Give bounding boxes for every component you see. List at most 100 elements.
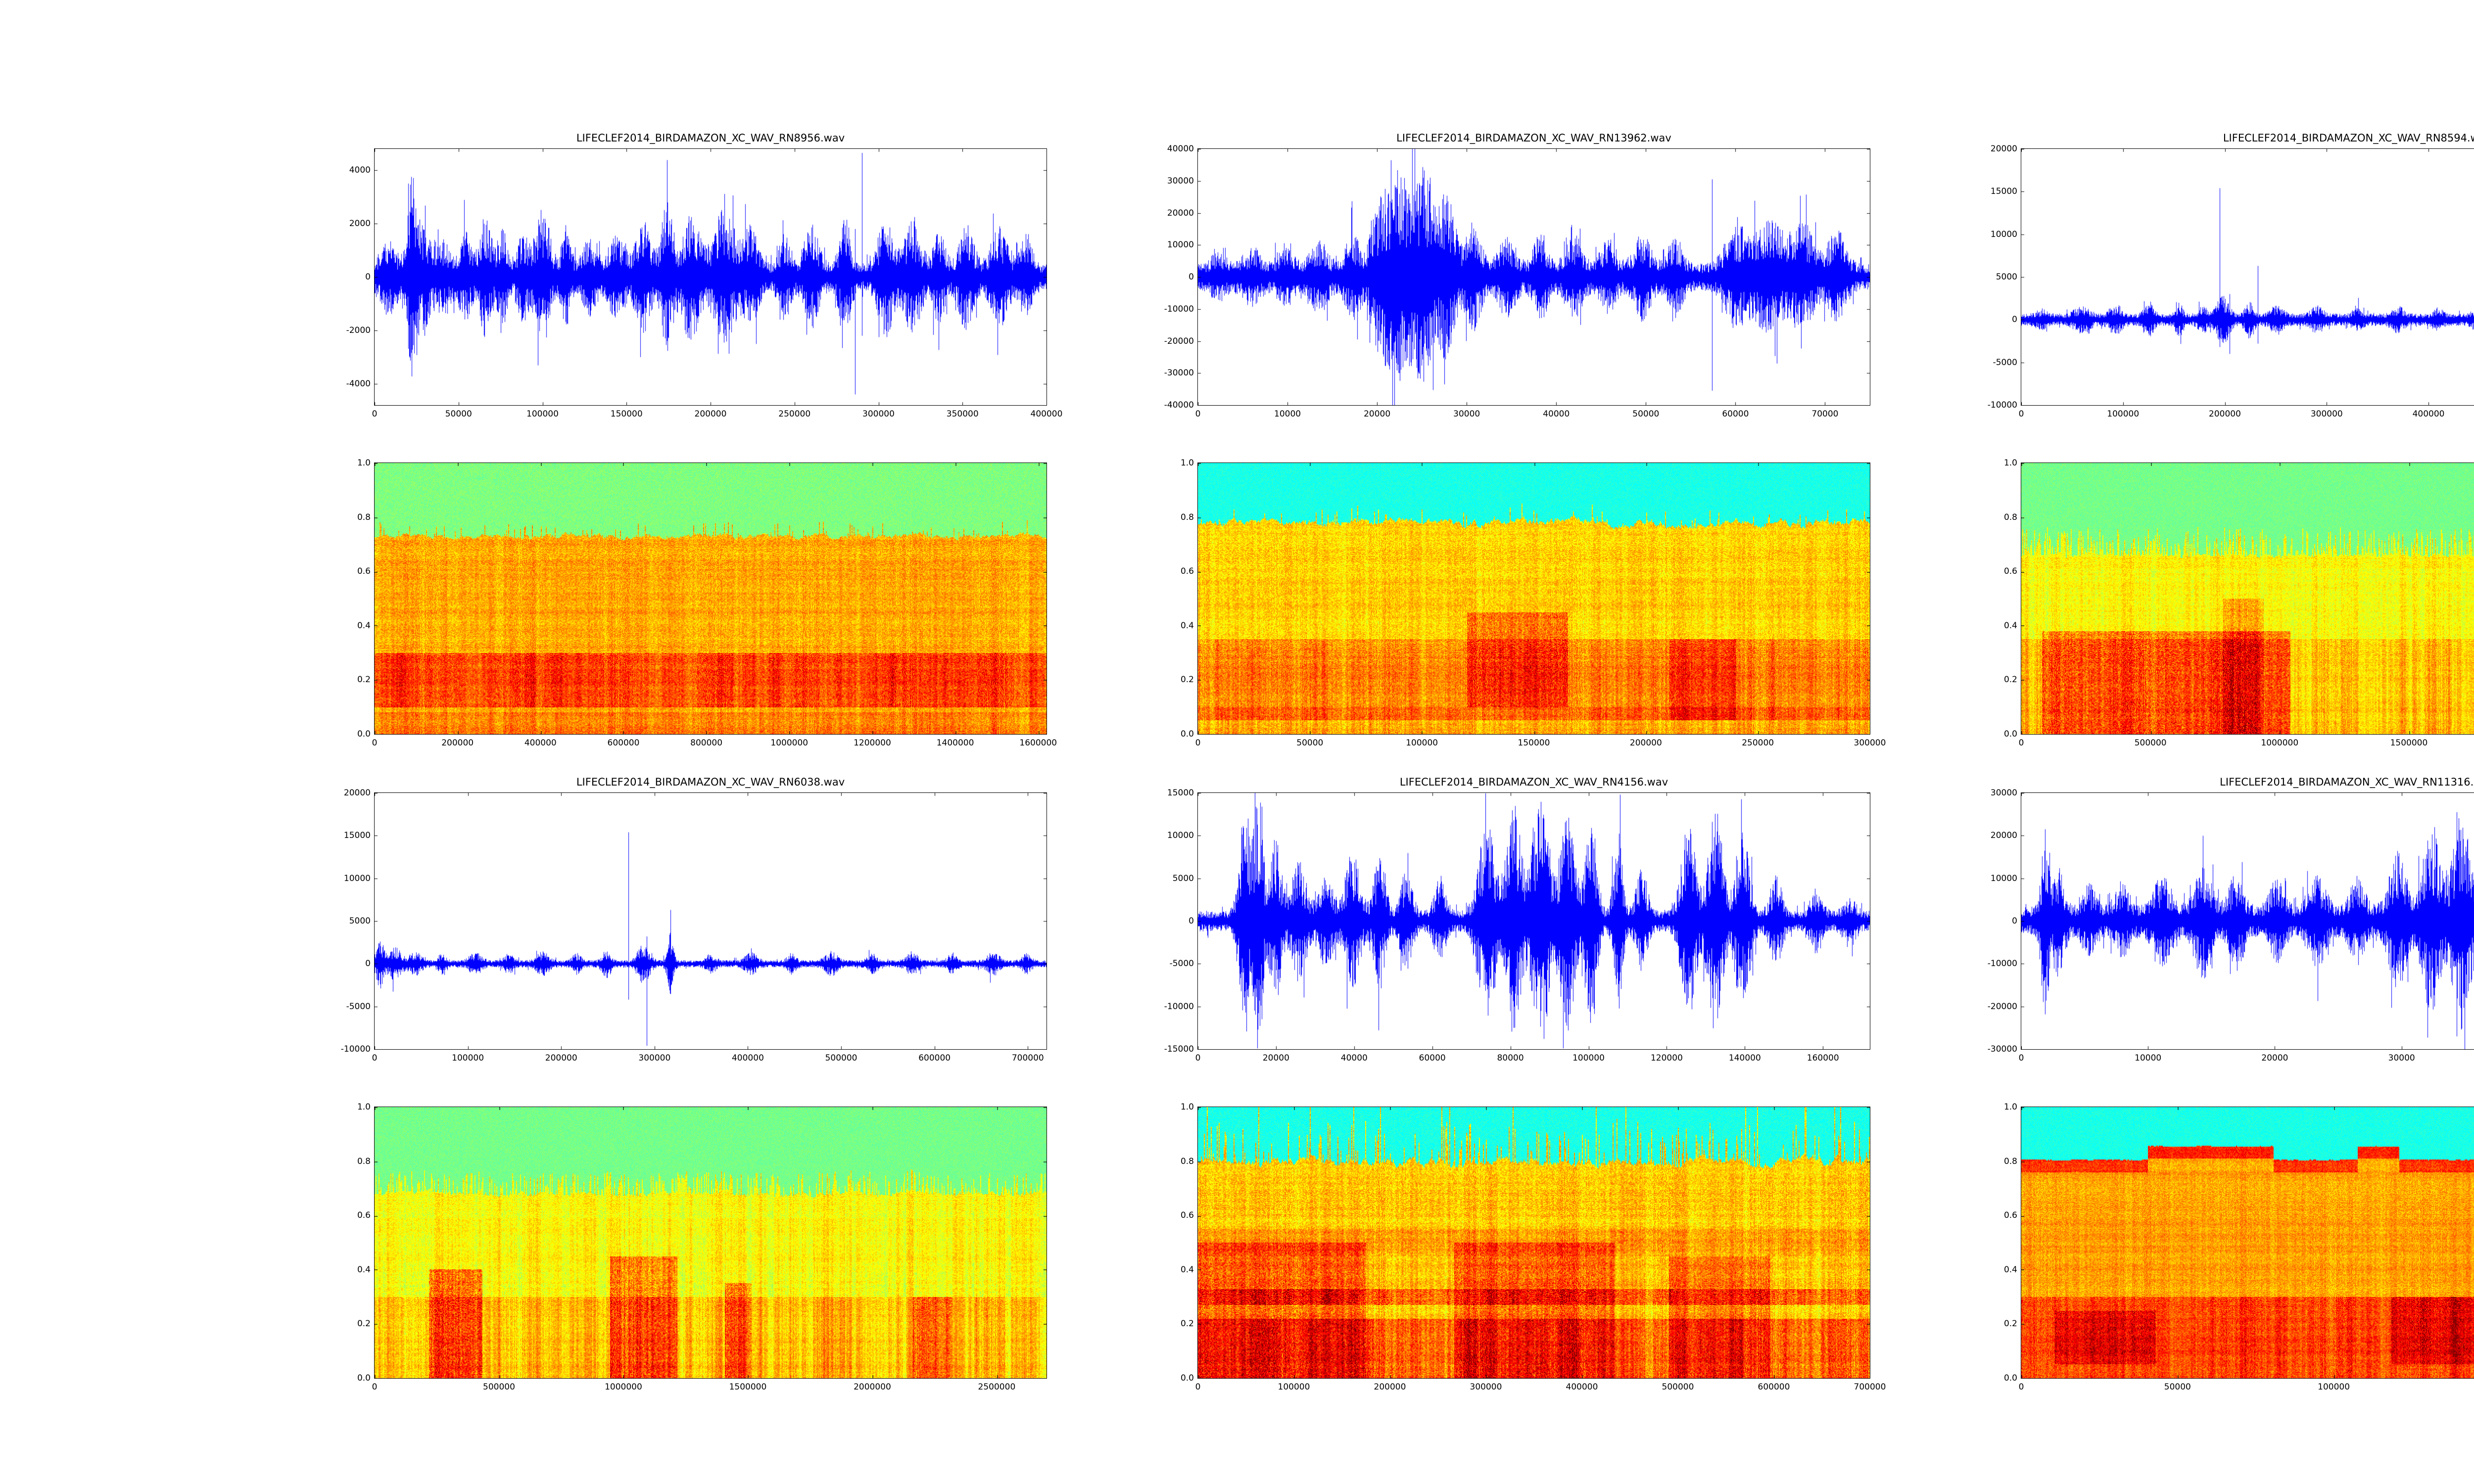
plot-title: LIFECLEF2014_BIRDAMAZON_XC_WAV_RN6038.wa… (576, 776, 845, 788)
x-tick-label: 500000 (2134, 738, 2167, 748)
x-tick-label: 300000 (2310, 409, 2343, 419)
x-tick-label: 1200000 (854, 738, 891, 748)
subplot-waveform-rn8594: LIFECLEF2014_BIRDAMAZON_XC_WAV_RN8594.wa… (1988, 132, 2474, 419)
y-tick-label: 0.8 (2003, 512, 2017, 522)
subplot-waveform-rn4156: LIFECLEF2014_BIRDAMAZON_XC_WAV_RN4156.wa… (1164, 776, 1870, 1063)
y-tick-label: 0.4 (357, 620, 371, 631)
x-tick-label: 150000 (610, 409, 643, 419)
x-tick-label: 0 (1195, 738, 1201, 748)
waveform-canvas (1198, 149, 1870, 405)
y-tick-label: 0.2 (1180, 675, 1194, 685)
spectrogram-canvas (1198, 463, 1870, 734)
y-tick-label: -20000 (1987, 1001, 2017, 1012)
x-tick-label: 0 (2018, 738, 2024, 748)
subplot-spectrogram-rn8594: 050000010000001500000200000025000000.00.… (2004, 458, 2474, 748)
x-tick-label: 200000 (1629, 738, 1662, 748)
y-tick-label: 1.0 (1180, 458, 1194, 468)
subplot-spectrogram-rn11316: 0500001000001500002000000.00.20.40.60.81… (2004, 1102, 2474, 1392)
x-tick-label: 700000 (1854, 1382, 1886, 1392)
y-tick-label: -10000 (340, 1044, 371, 1054)
y-tick-label: 0.8 (2003, 1156, 2017, 1166)
x-tick-label: 500000 (825, 1053, 857, 1063)
x-tick-label: 2000000 (854, 1382, 891, 1392)
x-tick-label: 300000 (1470, 1382, 1502, 1392)
x-tick-label: 600000 (918, 1053, 951, 1063)
x-tick-label: 2500000 (978, 1382, 1016, 1392)
x-tick-label: 0 (1195, 409, 1201, 419)
x-tick-label: 30000 (1453, 409, 1480, 419)
x-tick-label: 100000 (1278, 1382, 1310, 1392)
y-tick-label: 0.4 (1180, 1264, 1194, 1275)
x-tick-label: 200000 (441, 738, 474, 748)
x-tick-label: 1500000 (729, 1382, 767, 1392)
x-tick-label: 300000 (1854, 738, 1886, 748)
x-tick-label: 140000 (1728, 1053, 1761, 1063)
y-tick-label: 0.6 (2003, 566, 2017, 577)
plot-title: LIFECLEF2014_BIRDAMAZON_XC_WAV_RN8594.wa… (2223, 132, 2474, 144)
y-tick-label: -2000 (346, 325, 371, 335)
y-tick-label: -40000 (1164, 400, 1194, 410)
y-tick-label: 1.0 (1180, 1102, 1194, 1112)
x-tick-label: 70000 (1811, 409, 1839, 419)
y-tick-label: 0.8 (357, 1156, 371, 1166)
x-tick-label: 700000 (1011, 1053, 1044, 1063)
x-tick-label: 200000 (545, 1053, 577, 1063)
y-tick-label: 30000 (1167, 176, 1194, 186)
y-tick-label: 20000 (343, 788, 371, 798)
y-tick-label: -10000 (1164, 304, 1194, 314)
y-tick-label: 0 (2012, 315, 2017, 325)
waveform-canvas (2021, 149, 2474, 405)
y-tick-label: -10000 (1164, 1001, 1194, 1012)
x-tick-label: 0 (1195, 1382, 1201, 1392)
x-tick-label: 100000 (1572, 1053, 1605, 1063)
y-tick-label: 2000 (349, 219, 371, 229)
x-tick-label: 250000 (778, 409, 811, 419)
x-tick-label: 400000 (1030, 409, 1063, 419)
y-tick-label: 10000 (343, 873, 371, 883)
x-tick-label: 10000 (1274, 409, 1301, 419)
x-tick-label: 100000 (1406, 738, 1438, 748)
y-tick-label: -4000 (346, 378, 371, 389)
spectrogram-canvas (375, 1107, 1047, 1378)
x-tick-label: 10000 (2135, 1053, 2162, 1063)
x-tick-label: 20000 (1262, 1053, 1289, 1063)
x-tick-label: 200000 (694, 409, 727, 419)
x-tick-label: 1000000 (605, 1382, 642, 1392)
y-tick-label: 0 (365, 272, 371, 282)
plot-title: LIFECLEF2014_BIRDAMAZON_XC_WAV_RN4156.wa… (1399, 776, 1668, 788)
y-tick-label: -10000 (1987, 400, 2017, 410)
plot-title: LIFECLEF2014_BIRDAMAZON_XC_WAV_RN11316.w… (2220, 776, 2474, 788)
y-tick-label: 30000 (1990, 788, 2017, 798)
x-tick-label: 400000 (524, 738, 557, 748)
x-tick-label: 800000 (690, 738, 723, 748)
plot-title: LIFECLEF2014_BIRDAMAZON_XC_WAV_RN8956.wa… (576, 132, 845, 144)
y-tick-label: 10000 (1990, 229, 2017, 239)
x-tick-label: 1000000 (770, 738, 809, 748)
subplot-spectrogram-rn6038: 0 500000 1000000 1500000 2000000 2500000 0.0 0.… (357, 1102, 1047, 1392)
y-tick-label: 20000 (1990, 144, 2017, 154)
x-tick-label: 0 (2018, 1382, 2024, 1392)
x-tick-label: 0 (372, 738, 378, 748)
y-tick-label: 0.4 (357, 1264, 371, 1275)
x-tick-label: 1400000 (936, 738, 974, 748)
waveform-canvas (1198, 793, 1870, 1049)
y-tick-label: 1.0 (357, 1102, 371, 1112)
x-tick-label: 1500000 (2390, 738, 2428, 748)
y-tick-label: 0 (365, 959, 371, 969)
x-tick-label: 0 (372, 1053, 378, 1063)
y-tick-label: 0 (2012, 916, 2017, 926)
y-tick-label: 1.0 (2003, 458, 2017, 468)
x-tick-label: 20000 (2261, 1053, 2288, 1063)
y-tick-label: 20000 (1990, 831, 2017, 841)
subplot-spectrogram-rn4156: 0 100000 200000 300000 400000 500000 600000 700… (1181, 1102, 1886, 1392)
x-tick-label: 80000 (1497, 1053, 1524, 1063)
spectrogram-canvas (2021, 1107, 2474, 1378)
x-tick-label: 1600000 (1019, 738, 1057, 748)
y-tick-label: -20000 (1164, 336, 1194, 346)
x-tick-label: 120000 (1650, 1053, 1683, 1063)
x-tick-label: 350000 (946, 409, 979, 419)
y-tick-label: 15000 (1990, 186, 2017, 197)
x-tick-label: 150000 (1518, 738, 1550, 748)
x-tick-label: 100000 (526, 409, 559, 419)
y-tick-label: 0.0 (1180, 1373, 1194, 1383)
